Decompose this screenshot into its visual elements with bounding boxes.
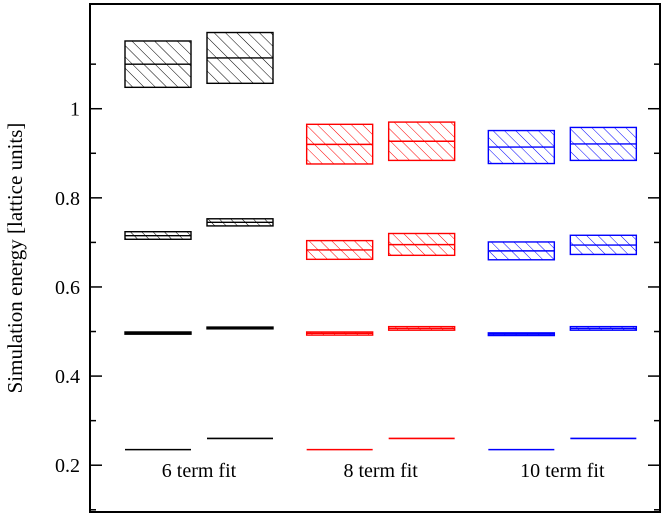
y-axis-label: Simulation energy [lattice units] bbox=[3, 123, 27, 394]
y-axis-tick-labels: 0.2 0.4 0.6 0.8 1 bbox=[55, 99, 80, 477]
y-tick-label: 1 bbox=[70, 99, 80, 121]
y-tick-label: 0.4 bbox=[55, 366, 80, 388]
group-label: 10 term fit bbox=[520, 460, 605, 482]
y-tick-label: 0.6 bbox=[55, 277, 80, 299]
y-tick-label: 0.8 bbox=[55, 188, 80, 210]
group-label: 8 term fit bbox=[343, 460, 418, 482]
group-label: 6 term fit bbox=[162, 460, 237, 482]
y-axis-ticks bbox=[90, 63, 660, 511]
group-labels: 6 term fit 8 term fit 10 term fit bbox=[162, 460, 605, 482]
energy-levels bbox=[124, 31, 638, 451]
plot-frame bbox=[89, 3, 661, 513]
y-tick-label: 0.2 bbox=[55, 455, 80, 477]
